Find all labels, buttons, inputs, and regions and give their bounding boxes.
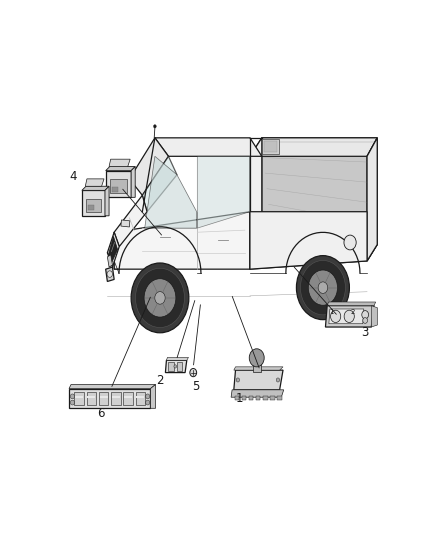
Circle shape [146, 394, 150, 399]
Bar [99, 392, 108, 406]
Bar [86, 199, 101, 212]
Polygon shape [106, 166, 135, 171]
Circle shape [144, 279, 176, 317]
Polygon shape [131, 166, 135, 197]
Bar [235, 397, 239, 400]
Bar [270, 397, 275, 400]
Text: 2: 2 [350, 309, 355, 315]
Polygon shape [197, 156, 250, 228]
Polygon shape [108, 236, 117, 267]
Circle shape [344, 235, 356, 250]
Bar [135, 392, 145, 406]
Text: 2: 2 [156, 374, 164, 387]
Polygon shape [234, 370, 283, 390]
Bar [136, 395, 145, 398]
Bar [177, 362, 182, 370]
Circle shape [154, 125, 156, 128]
Bar [124, 392, 133, 406]
Polygon shape [367, 138, 377, 261]
Bar [121, 220, 130, 227]
Polygon shape [155, 138, 262, 156]
Polygon shape [109, 159, 130, 166]
Bar [110, 179, 127, 193]
Polygon shape [325, 306, 374, 327]
Polygon shape [69, 389, 151, 408]
Polygon shape [250, 212, 367, 269]
Polygon shape [142, 156, 177, 212]
Polygon shape [69, 384, 155, 389]
Bar [262, 139, 279, 154]
Bar [112, 395, 120, 398]
Polygon shape [327, 302, 376, 306]
Bar [111, 392, 120, 406]
Circle shape [236, 378, 240, 382]
Text: 1: 1 [329, 309, 334, 315]
Circle shape [344, 310, 354, 322]
Polygon shape [250, 245, 377, 269]
Text: 4: 4 [70, 171, 77, 183]
Polygon shape [367, 138, 377, 261]
Polygon shape [114, 195, 147, 247]
Polygon shape [262, 138, 377, 253]
Circle shape [135, 268, 184, 328]
Bar [75, 395, 83, 398]
Text: 6: 6 [97, 407, 104, 420]
Polygon shape [250, 138, 377, 156]
Polygon shape [85, 179, 104, 186]
Bar [264, 141, 277, 152]
Polygon shape [82, 190, 105, 216]
Text: 3: 3 [362, 326, 369, 340]
Circle shape [249, 349, 264, 367]
Polygon shape [151, 384, 155, 408]
Polygon shape [107, 255, 113, 267]
Circle shape [318, 282, 328, 293]
Polygon shape [82, 186, 109, 190]
Bar [88, 205, 94, 210]
Polygon shape [231, 390, 284, 397]
Polygon shape [166, 360, 187, 373]
Circle shape [131, 263, 189, 333]
Circle shape [276, 378, 279, 382]
Circle shape [363, 318, 367, 324]
Text: 1: 1 [236, 392, 244, 405]
Polygon shape [371, 306, 378, 327]
Bar [74, 392, 84, 406]
Bar [242, 397, 246, 400]
Text: 5: 5 [192, 379, 199, 393]
Bar [124, 395, 132, 398]
Circle shape [362, 311, 368, 319]
Circle shape [146, 400, 150, 405]
Polygon shape [114, 212, 250, 269]
Circle shape [331, 310, 341, 322]
Circle shape [297, 256, 350, 320]
Polygon shape [105, 186, 109, 216]
Bar [87, 392, 96, 406]
Circle shape [190, 368, 197, 377]
Polygon shape [107, 232, 119, 267]
Circle shape [300, 261, 346, 315]
Circle shape [107, 271, 113, 277]
Circle shape [308, 270, 337, 305]
Bar [253, 360, 261, 372]
Circle shape [71, 400, 74, 405]
Bar [99, 395, 108, 398]
Polygon shape [106, 171, 131, 197]
Polygon shape [329, 309, 364, 324]
Bar [87, 395, 95, 398]
Circle shape [174, 365, 177, 368]
Bar [263, 397, 268, 400]
Polygon shape [250, 138, 262, 269]
Bar [277, 397, 282, 400]
Polygon shape [145, 156, 197, 228]
Polygon shape [106, 267, 114, 281]
Bar [169, 362, 174, 370]
Bar [249, 397, 254, 400]
Bar [256, 397, 261, 400]
Circle shape [71, 394, 74, 399]
Polygon shape [234, 367, 283, 370]
Bar [112, 187, 118, 191]
Polygon shape [130, 138, 169, 195]
Polygon shape [166, 358, 188, 360]
Circle shape [155, 292, 165, 304]
